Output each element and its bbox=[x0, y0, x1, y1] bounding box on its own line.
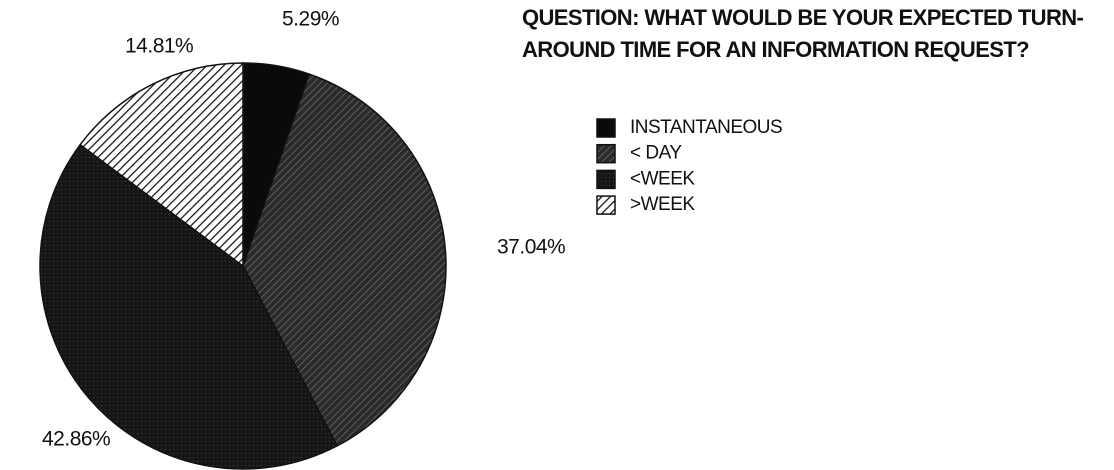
slice-label: 5.29% bbox=[282, 8, 339, 31]
pie-slice bbox=[79, 62, 244, 268]
pie-slice bbox=[242, 73, 447, 447]
chart-title: QUESTION: WHAT WOULD BE YOUR EXPECTED TU… bbox=[522, 5, 1084, 62]
slice-label: 37.04% bbox=[497, 236, 565, 259]
legend-label: INSTANTANEOUS bbox=[630, 117, 782, 138]
slice-label: 42.86% bbox=[42, 428, 110, 451]
legend-swatch bbox=[596, 195, 616, 215]
legend-swatch bbox=[596, 169, 616, 190]
legend-swatch bbox=[596, 143, 616, 164]
pie-slice bbox=[39, 143, 339, 470]
legend-swatch bbox=[596, 118, 616, 138]
legend-label: >WEEK bbox=[630, 194, 695, 215]
slice-label: 14.81% bbox=[125, 35, 193, 58]
legend-label: < DAY bbox=[630, 143, 682, 164]
legend-label: <WEEK bbox=[630, 168, 695, 189]
